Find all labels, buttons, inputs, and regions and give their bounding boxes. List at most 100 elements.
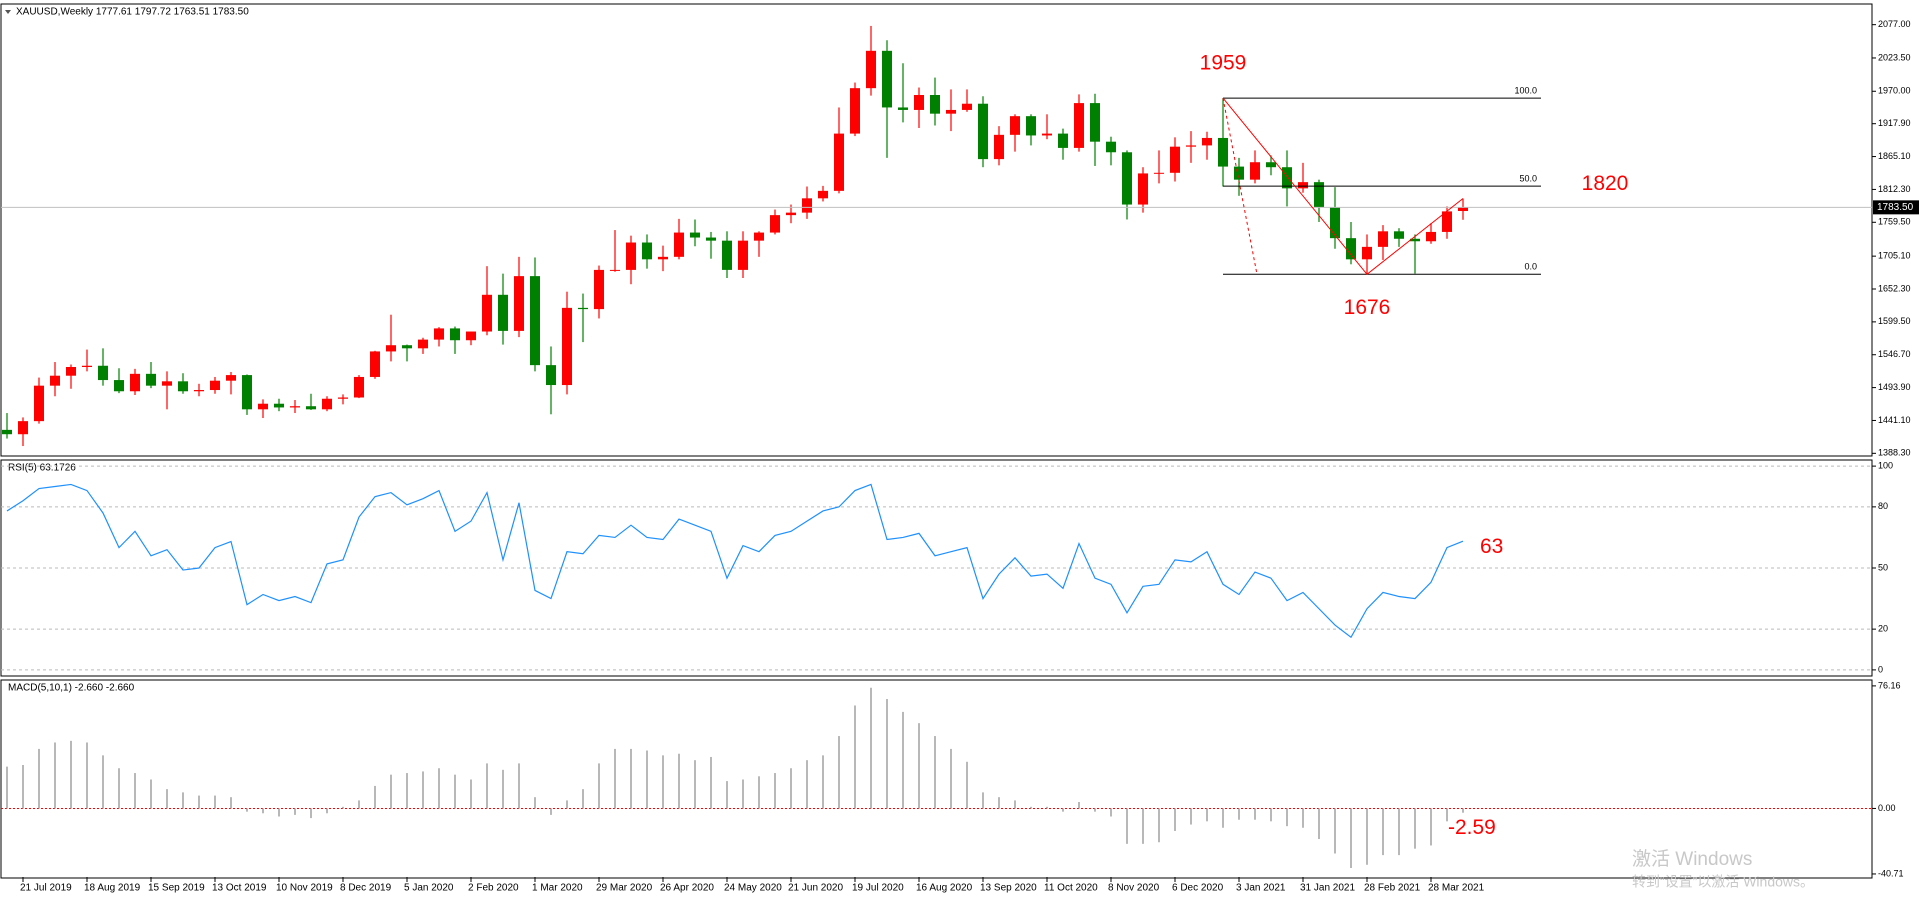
y-tick-label: 1812.30	[1878, 184, 1911, 194]
x-tick-label: 28 Mar 2021	[1428, 883, 1485, 894]
candle-body	[1298, 182, 1308, 189]
x-tick-label: 16 Aug 2020	[916, 883, 973, 894]
y-tick-label: 1917.90	[1878, 118, 1911, 128]
price-title: XAUUSD,Weekly 1777.61 1797.72 1763.51 17…	[16, 7, 249, 18]
candle-body	[1058, 133, 1068, 148]
y-tick-label: 1546.70	[1878, 349, 1911, 359]
candle-body	[466, 331, 476, 341]
candle-body	[642, 242, 652, 260]
x-tick-label: 24 May 2020	[724, 883, 782, 894]
candle-body	[962, 103, 972, 110]
y-tick-label: 1652.30	[1878, 283, 1911, 293]
annotation: 1676	[1344, 296, 1391, 319]
y-tick-label: 50	[1878, 562, 1888, 572]
candle-body	[1154, 172, 1164, 174]
candle-body	[386, 345, 396, 352]
candle-body	[786, 212, 796, 216]
candle-body	[130, 373, 140, 392]
candle-body	[1394, 231, 1404, 239]
candle-body	[722, 240, 732, 270]
candle-body	[738, 240, 748, 270]
y-tick-label: 2023.50	[1878, 52, 1911, 62]
candle-body	[178, 381, 188, 392]
candle-body	[82, 365, 92, 367]
candle-body	[626, 242, 636, 270]
annotation: 1820	[1582, 172, 1629, 195]
y-tick-label: 1493.90	[1878, 382, 1911, 392]
candle-body	[338, 397, 348, 399]
candle-body	[770, 215, 780, 233]
candle-body	[66, 366, 76, 376]
candle-body	[850, 88, 860, 134]
watermark: 转到“设置”以激活 Windows。	[1632, 874, 1814, 890]
candle-body	[1202, 137, 1212, 146]
annotation: 63	[1480, 535, 1503, 558]
candle-body	[866, 50, 876, 89]
candle-body	[1106, 141, 1116, 153]
x-tick-label: 8 Nov 2020	[1108, 883, 1160, 894]
x-tick-label: 2 Feb 2020	[468, 883, 519, 894]
candle-body	[162, 381, 172, 386]
candle-body	[226, 375, 236, 381]
x-tick-label: 21 Jul 2019	[20, 883, 72, 894]
candle-body	[274, 403, 284, 408]
y-tick-label: 1705.10	[1878, 251, 1911, 261]
x-tick-label: 19 Jul 2020	[852, 883, 904, 894]
y-tick-label: 1599.50	[1878, 316, 1911, 326]
candle-body	[946, 109, 956, 114]
candle-body	[1186, 145, 1196, 147]
candle-body	[194, 390, 204, 392]
candle-body	[1026, 116, 1036, 136]
candle-body	[914, 95, 924, 110]
x-tick-label: 18 Aug 2019	[84, 883, 141, 894]
price-label: 1783.50	[1877, 202, 1914, 213]
x-tick-label: 11 Oct 2020	[1044, 883, 1098, 894]
candle-body	[1282, 167, 1292, 189]
candle-body	[1170, 146, 1180, 173]
candle-body	[50, 375, 60, 386]
y-tick-label: 20	[1878, 624, 1888, 634]
y-tick-label: 1865.10	[1878, 151, 1911, 161]
candle-body	[482, 294, 492, 332]
candle-body	[34, 385, 44, 422]
panel-icon	[5, 10, 11, 14]
y-tick-label: 1441.10	[1878, 415, 1911, 425]
candle-body	[1042, 133, 1052, 136]
candle-body	[690, 232, 700, 238]
x-tick-label: 31 Jan 2021	[1300, 883, 1355, 894]
trend-line	[1222, 97, 1464, 275]
candle-body	[1442, 211, 1452, 232]
x-tick-label: 13 Oct 2019	[212, 883, 267, 894]
candle-body	[114, 380, 124, 392]
x-tick-label: 28 Feb 2021	[1364, 883, 1421, 894]
candle-body	[1458, 207, 1468, 212]
annotation: 1959	[1200, 52, 1247, 75]
annotation: -2.59	[1448, 816, 1496, 839]
fib-label: 50.0	[1519, 174, 1537, 184]
price-label-box	[1873, 200, 1919, 215]
candle-body	[434, 328, 444, 340]
x-tick-label: 1 Mar 2020	[532, 883, 583, 894]
candle-body	[1234, 166, 1244, 180]
y-tick-label: 80	[1878, 501, 1888, 511]
candle-body	[418, 339, 428, 349]
candle-body	[802, 198, 812, 213]
candle-body	[818, 190, 828, 199]
candle-body	[370, 351, 380, 377]
x-tick-label: 3 Jan 2021	[1236, 883, 1286, 894]
macd-title: MACD(5,10,1) -2.660 -2.660	[8, 683, 135, 694]
candle-body	[498, 294, 508, 331]
candle-body	[882, 50, 892, 108]
rsi-line	[6, 483, 1464, 639]
candle-body	[1138, 173, 1148, 205]
candle-body	[610, 269, 620, 271]
candle-body	[258, 403, 268, 410]
candle-body	[930, 95, 940, 114]
candle-body	[658, 256, 668, 260]
candle-body	[994, 134, 1004, 160]
x-tick-label: 10 Nov 2019	[276, 883, 333, 894]
candle-body	[1330, 207, 1340, 239]
x-tick-label: 21 Jun 2020	[788, 883, 843, 894]
candle-body	[1250, 162, 1260, 180]
